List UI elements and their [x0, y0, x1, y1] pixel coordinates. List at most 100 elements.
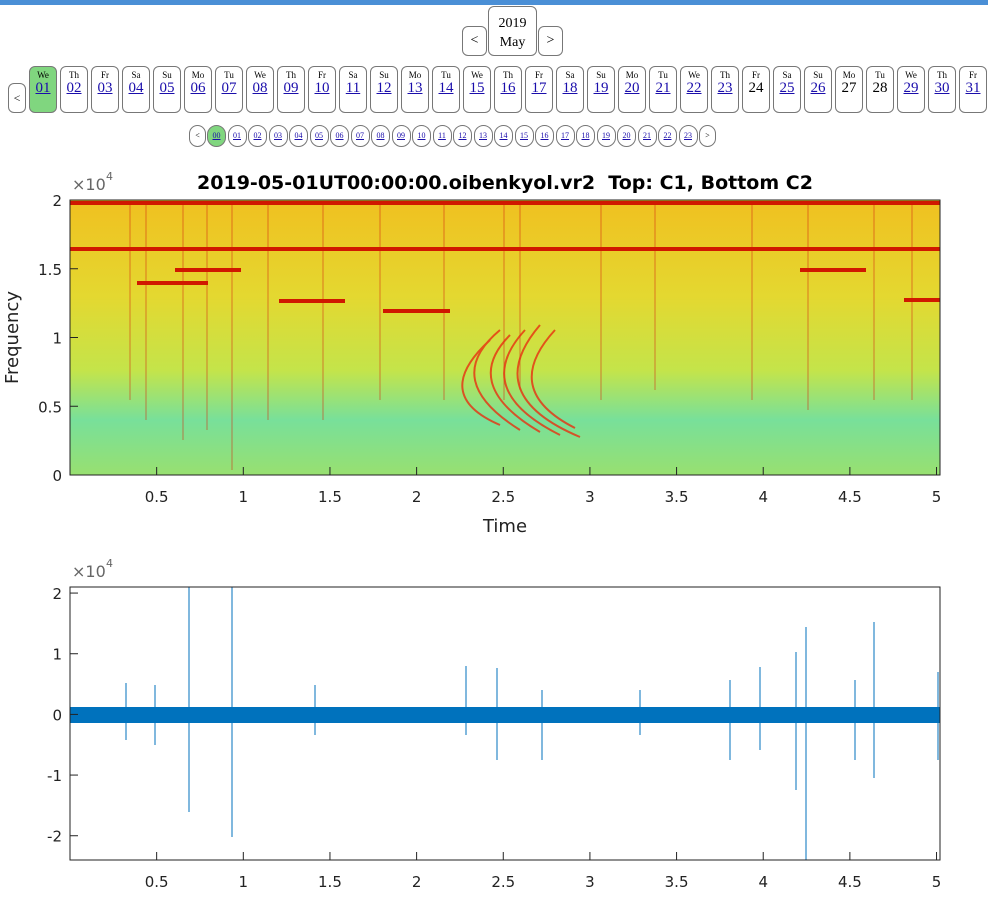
day-button[interactable]: Mo 13	[401, 66, 429, 113]
hour-button[interactable]: 02	[248, 125, 267, 147]
link[interactable]: 07	[221, 80, 237, 96]
link[interactable]: 07	[356, 131, 364, 140]
hour-button[interactable]: 20	[617, 125, 636, 147]
link[interactable]: 25	[779, 80, 795, 96]
link[interactable]: 16	[500, 80, 516, 96]
link[interactable]: 06	[335, 131, 344, 140]
link[interactable]: 09	[283, 80, 299, 96]
link[interactable]: 23	[684, 131, 692, 140]
link[interactable]: 16	[540, 131, 549, 140]
link[interactable]: 02	[66, 80, 82, 96]
hour-button[interactable]: 04	[289, 125, 308, 147]
day-button[interactable]: Th 30	[928, 66, 956, 113]
link[interactable]: 17	[531, 80, 547, 96]
link[interactable]: 22	[663, 131, 672, 140]
link[interactable]: 00	[212, 131, 221, 140]
day-button[interactable]: Th 23	[711, 66, 739, 113]
link[interactable]: 23	[717, 80, 733, 96]
link[interactable]: 14	[438, 80, 454, 96]
hour-button[interactable]: 19	[596, 125, 616, 147]
hour-button[interactable]: 01	[227, 125, 247, 147]
link[interactable]: 30	[934, 80, 950, 96]
day-button[interactable]: Su 05	[153, 66, 181, 113]
link[interactable]: 29	[903, 80, 919, 96]
hour-button[interactable]: 17	[555, 125, 575, 147]
day-button[interactable]: Tu 21	[649, 66, 677, 113]
link[interactable]: 13	[407, 80, 423, 96]
link[interactable]: 04	[128, 80, 144, 96]
day-button[interactable]: Tu 07	[215, 66, 243, 113]
day-button[interactable]: Fr 03	[91, 66, 119, 113]
day-button[interactable]: Su 19	[587, 66, 615, 113]
link[interactable]: 08	[376, 131, 385, 140]
link[interactable]: 31	[965, 80, 981, 96]
link[interactable]: 02	[253, 131, 262, 140]
link[interactable]: 14	[499, 131, 508, 140]
hour-button[interactable]: 07	[350, 125, 370, 147]
day-button[interactable]: Sa 11	[339, 66, 367, 113]
day-button[interactable]: Sa 25	[773, 66, 801, 113]
hour-button[interactable]: 12	[453, 125, 472, 147]
link[interactable]: 12	[458, 131, 467, 140]
prev-hour[interactable]: <	[189, 125, 206, 147]
link[interactable]: 10	[314, 80, 330, 96]
day-button[interactable]: Fr 17	[525, 66, 553, 113]
link[interactable]: 03	[97, 80, 113, 96]
link[interactable]: 11	[345, 80, 361, 96]
link[interactable]: 18	[562, 80, 578, 96]
link[interactable]: 10	[417, 131, 426, 140]
link[interactable]: 21	[643, 131, 651, 140]
link[interactable]: 22	[686, 80, 702, 96]
link[interactable]: 12	[376, 80, 392, 96]
hour-button[interactable]: 16	[535, 125, 554, 147]
link[interactable]: 20	[622, 131, 631, 140]
hour-button[interactable]: 00	[207, 125, 226, 147]
hour-button[interactable]: 23	[678, 125, 698, 147]
day-button[interactable]: Mo 20	[618, 66, 646, 113]
link[interactable]: 06	[190, 80, 206, 96]
day-button[interactable]: Tu 14	[432, 66, 460, 113]
link[interactable]: 01	[35, 80, 51, 96]
link[interactable]: 05	[159, 80, 175, 96]
hour-button[interactable]: 18	[576, 125, 595, 147]
day-button[interactable]: Fr 31	[959, 66, 987, 113]
hour-button[interactable]: 06	[330, 125, 349, 147]
hour-button[interactable]: 08	[371, 125, 390, 147]
day-button[interactable]: Th 02	[60, 66, 88, 113]
link[interactable]: 19	[593, 80, 609, 96]
prev-day[interactable]: <	[8, 83, 26, 113]
hour-button[interactable]: 10	[412, 125, 431, 147]
next-month[interactable]: >	[538, 26, 563, 56]
link[interactable]: 21	[655, 80, 671, 96]
link[interactable]: 19	[602, 131, 610, 140]
day-button[interactable]: We 29	[897, 66, 925, 113]
day-button[interactable]: We 08	[246, 66, 274, 113]
hour-button[interactable]: 13	[473, 125, 493, 147]
link[interactable]: 17	[561, 131, 569, 140]
day-button[interactable]: We 22	[680, 66, 708, 113]
link[interactable]: 15	[520, 131, 528, 140]
day-button[interactable]: Sa 18	[556, 66, 584, 113]
day-button[interactable]: Su 26	[804, 66, 832, 113]
link[interactable]: 26	[810, 80, 826, 96]
link[interactable]: 01	[233, 131, 241, 140]
link[interactable]: 13	[479, 131, 487, 140]
day-button[interactable]: Th 09	[277, 66, 305, 113]
day-button[interactable]: Mo 06	[184, 66, 212, 113]
day-button[interactable]: We 15	[463, 66, 491, 113]
hour-button[interactable]: 11	[432, 125, 452, 147]
day-button[interactable]: Fr 10	[308, 66, 336, 113]
day-button[interactable]: Su 12	[370, 66, 398, 113]
hour-button[interactable]: 09	[391, 125, 411, 147]
link[interactable]: 20	[624, 80, 640, 96]
link[interactable]: 09	[397, 131, 405, 140]
hour-button[interactable]: 14	[494, 125, 513, 147]
hour-button[interactable]: 05	[309, 125, 329, 147]
hour-button[interactable]: 21	[637, 125, 657, 147]
link[interactable]: 18	[581, 131, 590, 140]
day-button[interactable]: Sa 04	[122, 66, 150, 113]
link[interactable]: 05	[315, 131, 323, 140]
day-button[interactable]: We 01	[29, 66, 57, 113]
day-button[interactable]: Th 16	[494, 66, 522, 113]
next-hour[interactable]: >	[699, 125, 716, 147]
